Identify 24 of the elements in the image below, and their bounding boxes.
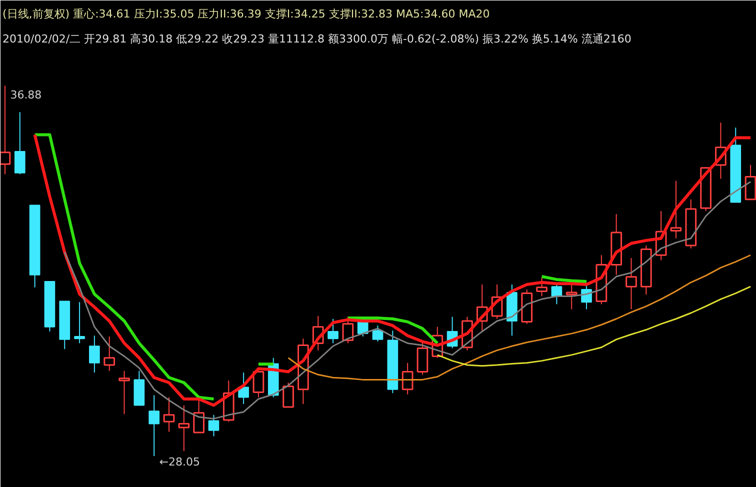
candlestick [74,302,85,344]
candlestick [163,396,175,432]
candlestick [566,284,578,310]
candlestick [328,318,338,344]
candlestick [208,414,220,437]
candlestick [148,394,160,457]
candlestick [402,362,414,395]
candlestick [89,335,100,374]
candlestick [372,325,384,342]
candlestick [670,180,682,239]
candlestick [104,336,116,372]
candlestick [416,341,428,376]
chart-subtitle: 2010/02/02/二 开29.81 高30.18 低29.22 收29.23 量11112.8 额3300.0万 幅-0.62(-2.08%) 振3.22% 换5.14% 流通2160 [2,32,632,46]
candlestick [238,372,249,405]
annotation: 36.88 [10,88,42,102]
chart-title: (日线,前复权) 重心:34.61 压力I:35.05 压力II:36.39 支撑I:34.25 支撑II:32.83 MA5:34.60 MA20 [2,8,490,20]
candlestick [536,277,548,297]
annotation: ←28.05 [159,456,200,469]
candlestick [626,258,637,310]
candlestick [342,316,354,344]
candlestick [118,370,130,415]
candlestick [178,404,190,452]
candlestick [14,112,26,175]
candlestick [282,382,294,408]
